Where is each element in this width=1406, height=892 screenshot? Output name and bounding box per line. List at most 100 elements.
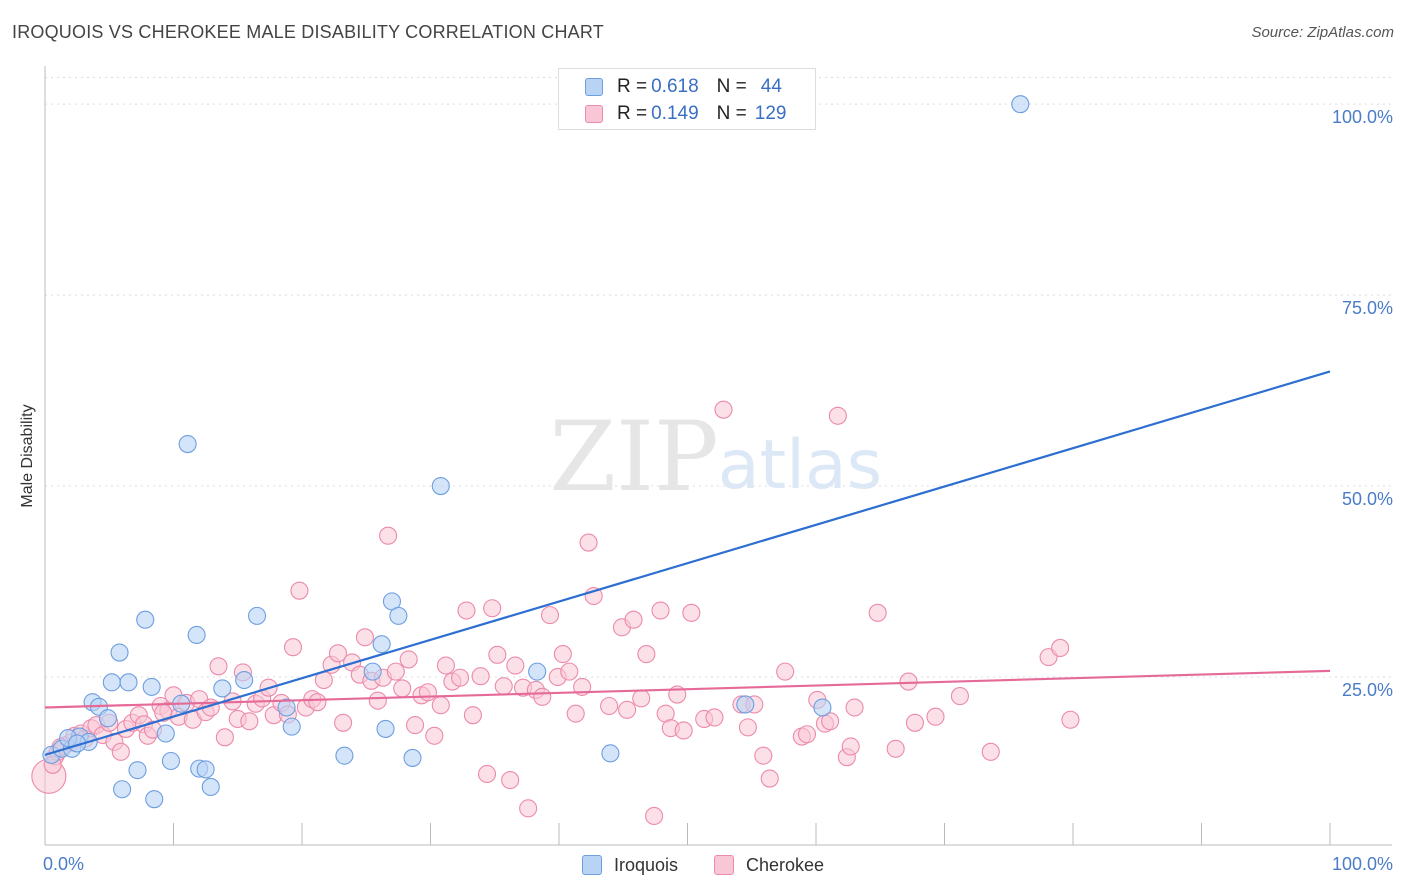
cherokee-point	[379, 526, 398, 545]
cherokee-point	[471, 667, 490, 686]
cherokee-point	[290, 581, 309, 600]
cherokee-point	[828, 406, 847, 425]
iroquois-point	[431, 476, 450, 496]
cherokee-point	[760, 769, 779, 788]
iroquois-point	[119, 673, 138, 692]
cherokee-point	[618, 700, 637, 719]
cherokee-point	[651, 601, 670, 620]
grid	[45, 76, 1392, 678]
cherokee-point	[334, 713, 353, 732]
watermark-atlas: atlas	[718, 426, 882, 505]
iroquois-point	[277, 698, 296, 717]
cherokee-point	[368, 691, 387, 710]
legend-row-cherokee: R = 0.149 N = 129	[585, 102, 786, 126]
cherokee-point	[624, 610, 643, 629]
iroquois-point	[528, 662, 547, 681]
cherokee-point	[905, 713, 924, 732]
iroquois-point	[813, 698, 832, 717]
n-label: N =	[716, 76, 747, 97]
iroquois-point	[376, 719, 395, 738]
cherokee-legend-swatch	[714, 855, 734, 875]
x-tick-label: 0.0%	[43, 854, 84, 874]
cherokee-point	[674, 721, 693, 740]
cherokee-point	[1051, 638, 1070, 658]
series-legend: Iroquois Cherokee	[0, 852, 1406, 878]
iroquois-point	[196, 760, 215, 779]
r-label: R =	[617, 76, 648, 97]
iroquois-point	[1011, 95, 1030, 114]
cherokee-point	[386, 662, 405, 681]
iroquois-point	[128, 761, 147, 780]
iroquois-point	[110, 643, 129, 662]
cherokee-point	[868, 603, 887, 622]
cherokee-point	[981, 742, 1000, 761]
cherokee-point	[926, 707, 945, 726]
iroquois-point	[247, 606, 267, 625]
legend-label-cherokee: Cherokee	[746, 854, 825, 875]
iroquois-point	[389, 606, 408, 625]
cherokee-point	[477, 764, 497, 784]
cherokee-point	[776, 662, 795, 681]
cherokee-point	[519, 799, 538, 818]
axes	[44, 66, 1392, 846]
stats-legend: R = 0.618 N = 44 R = 0.149 N = 129	[558, 68, 816, 130]
iroquois-point	[187, 625, 206, 645]
cherokee-point	[425, 726, 444, 745]
cherokee-point	[950, 687, 969, 706]
iroquois-legend-swatch	[581, 855, 602, 875]
n-value: 129	[754, 103, 787, 124]
cherokee-point	[821, 712, 840, 731]
cherokee-point	[754, 746, 773, 765]
cherokee-point	[886, 739, 905, 758]
x-tick-label: 100.0%	[1332, 854, 1393, 874]
iroquois-point	[403, 748, 422, 767]
cherokee-point	[899, 672, 918, 691]
cherokee-point	[488, 645, 507, 664]
cherokee-point	[566, 704, 585, 723]
iroquois-point	[113, 780, 132, 799]
cherokee-point	[399, 650, 418, 669]
iroquois-point	[156, 724, 175, 743]
chart-title: IROQUOIS VS CHEROKEE MALE DISABILITY COR…	[12, 22, 604, 42]
cherokee-swatch	[585, 105, 603, 123]
tick-labels: 25.0% 50.0% 75.0% 100.0% 0.0% 100.0%	[43, 107, 1393, 874]
cherokee-point	[308, 693, 327, 712]
cherokee-point	[533, 687, 552, 706]
cherokee-point	[705, 708, 724, 727]
cherokee-point	[841, 737, 860, 756]
legend-label-iroquois: Iroquois	[613, 854, 678, 875]
cherokee-point	[328, 644, 348, 663]
trend-lines	[44, 370, 1331, 756]
legend-row-iroquois: R = 0.618 N = 44	[585, 75, 782, 99]
iroquois-point	[102, 673, 121, 692]
r-label: R =	[617, 103, 648, 124]
cherokee-point	[209, 657, 228, 676]
iroquois-point	[372, 635, 391, 654]
cherokee-point	[560, 662, 579, 681]
iroquois-point	[736, 695, 755, 714]
cherokee-point	[738, 718, 757, 737]
cherokee-point	[540, 606, 560, 625]
cherokee-trend-line	[44, 669, 1331, 709]
iroquois-point	[201, 777, 220, 797]
cherokee-point	[632, 689, 651, 708]
iroquois-point	[136, 610, 155, 629]
cherokee-point	[406, 716, 425, 735]
iroquois-trend-line	[44, 370, 1331, 756]
r-value: 0.149	[651, 103, 699, 124]
y-tick-label: 100.0%	[1332, 107, 1393, 127]
watermark-zip: ZIP	[549, 401, 718, 513]
iroquois-point	[335, 746, 354, 765]
cherokee-point	[240, 712, 259, 731]
cherokee-point	[463, 706, 482, 725]
cherokee-point	[393, 679, 412, 698]
cherokee-point	[111, 742, 130, 761]
n-value: 44	[760, 76, 782, 97]
cherokee-point	[1061, 710, 1080, 729]
n-label: N =	[716, 103, 747, 124]
iroquois-point	[178, 434, 197, 454]
r-value: 0.618	[651, 76, 699, 97]
cherokee-point	[579, 533, 598, 552]
iroquois-point	[213, 679, 232, 698]
